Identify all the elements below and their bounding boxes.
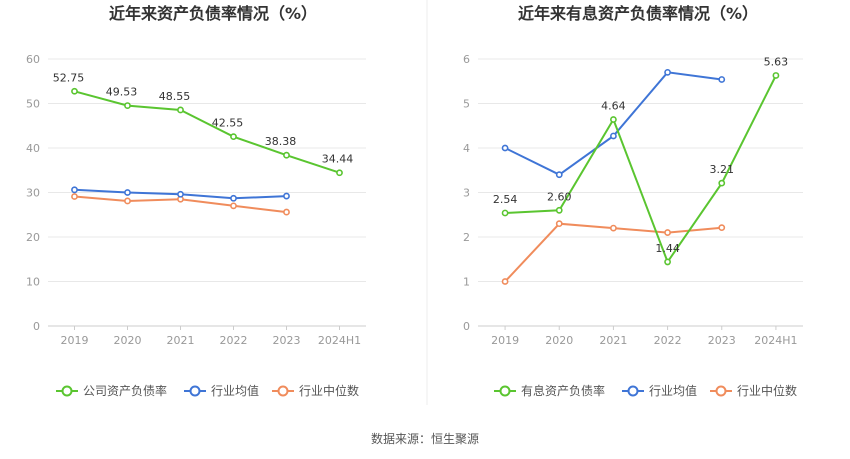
legend-item-label[interactable]: 行业中位数 [299,383,359,398]
series-line-0 [505,75,777,265]
y-tick-label: 1 [463,276,470,289]
x-tick-label: 2020 [545,334,573,347]
data-point [230,133,237,141]
y-tick-label: 2 [463,231,470,244]
x-tick-label: 2019 [61,334,89,347]
legend-item-label[interactable]: 有息资产负债率 [521,383,605,398]
data-point [124,189,131,196]
y-tick-label: 40 [26,142,40,155]
data-label: 2.60 [547,190,572,203]
y-tick-label: 30 [26,187,40,200]
data-point [610,116,617,123]
data-label: 38.38 [265,135,297,148]
y-tick-label: 10 [26,276,40,289]
data-point [177,190,184,198]
data-label: 1.44 [655,242,680,255]
legend-item-label[interactable]: 行业均值 [211,383,259,398]
data-point [283,192,290,200]
legend-item-label[interactable]: 公司资产负债率 [83,383,167,398]
data-point [501,144,509,152]
x-tick-label: 2024H1 [318,334,361,347]
data-point [501,278,509,285]
data-point [555,206,563,214]
series-line-2 [504,222,722,283]
x-tick-label: 2021 [599,334,627,347]
data-label: 42.55 [212,117,244,130]
data-point [283,208,290,216]
y-tick-label: 6 [463,53,470,66]
chart-title: 近年来资产负债率情况（%） [109,4,317,23]
data-label: 2.54 [493,193,518,206]
data-point [71,193,78,200]
data-point [177,106,184,114]
data-point [664,68,671,76]
data-point [124,197,131,205]
data-label: 49.53 [106,86,138,99]
data-point [718,179,726,187]
legend-swatch-marker [715,385,727,397]
data-point [336,169,343,177]
data-point [664,258,671,266]
data-label: 48.55 [159,90,191,103]
x-tick-label: 2022 [220,334,248,347]
data-point [501,209,509,217]
y-tick-label: 3 [463,187,470,200]
data-source-note: 数据来源：恒生聚源 [371,431,479,446]
legend-swatch-marker [277,385,289,397]
data-label: 34.44 [322,153,354,166]
x-tick-label: 2020 [114,334,142,347]
x-tick-label: 2023 [273,334,301,347]
debt-ratio-chart: 近年来资产负债率情况（%） 0 10 20 30 40 50 60 2019 2020 2021 2… [26,4,366,398]
data-point [230,202,237,210]
data-label: 3.21 [710,163,735,176]
data-point [664,229,671,236]
data-point [555,220,563,228]
y-tick-label: 50 [26,98,40,111]
y-tick-label: 60 [26,53,40,66]
data-point [71,87,78,95]
data-point [610,224,617,232]
data-label: 4.64 [601,100,626,113]
y-tick-label: 4 [463,142,470,155]
data-point [71,186,78,194]
data-point [610,132,617,140]
data-label: 5.63 [764,55,789,68]
y-tick-label: 20 [26,231,40,244]
x-tick-label: 2019 [491,334,519,347]
y-tick-label: 0 [463,320,470,333]
data-point [124,102,131,109]
y-tick-label: 0 [33,320,40,333]
data-point [230,194,237,202]
data-point [772,72,780,79]
x-tick-label: 2022 [654,334,682,347]
legend-item-label[interactable]: 行业均值 [649,383,697,398]
legend-swatch-marker [189,385,201,397]
data-point [718,224,726,232]
x-tick-label: 2023 [708,334,736,347]
data-point [718,76,726,83]
y-tick-label: 5 [463,98,470,111]
legend-swatch-marker [499,385,511,397]
series-line-0 [74,90,340,174]
data-label: 52.75 [53,71,85,84]
legend-swatch-marker [61,385,73,397]
interest-bearing-debt-ratio-chart: 近年来有息资产负债率情况（%） 0 1 2 3 4 5 6 2019 2020 2021 2022 2… [463,4,803,398]
series-line-1 [504,71,722,176]
legend-swatch-marker [627,385,639,397]
chart-title: 近年来有息资产负债率情况（%） [518,4,758,23]
x-tick-label: 2021 [167,334,195,347]
legend-item-label[interactable]: 行业中位数 [737,383,797,398]
x-tick-label: 2024H1 [754,334,797,347]
data-point [555,171,563,179]
data-point [283,151,290,159]
